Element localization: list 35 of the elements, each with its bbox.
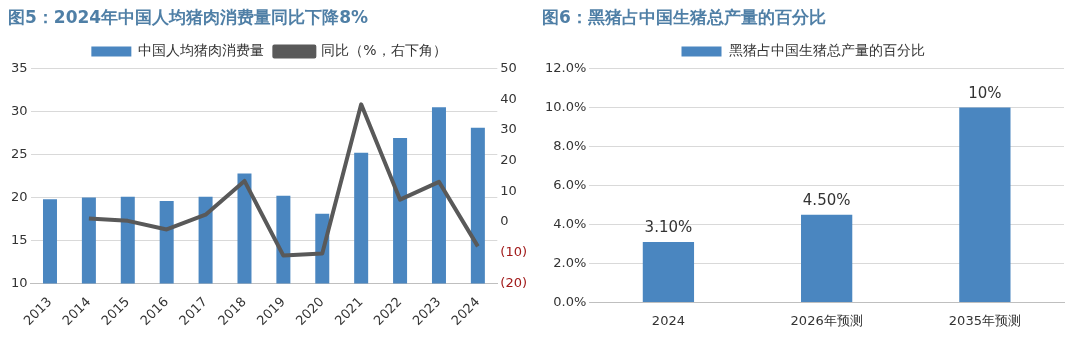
legend-label: 中国人均猪肉消费量	[138, 42, 265, 59]
bar	[801, 214, 853, 302]
y2-tick-label: 30	[500, 121, 517, 137]
y2-tick-label: 50	[500, 59, 517, 75]
y-tick-label: 4.0%	[553, 215, 587, 231]
data-label: 3.10%	[644, 218, 693, 237]
y-tick-label: 8.0%	[553, 137, 587, 153]
y2-tick-label: 20	[500, 151, 517, 167]
x-tick-label: 2035年预测	[948, 312, 1021, 328]
y2-tick-label: (20)	[500, 274, 527, 290]
y-tick-label: 2.0%	[553, 254, 587, 270]
data-label: 4.50%	[802, 191, 851, 210]
y-tick-label: 35	[11, 59, 28, 75]
x-tick-label: 2026年预测	[790, 312, 863, 328]
x-tick-label: 2024	[651, 312, 685, 328]
y2-tick-label: 0	[500, 213, 509, 229]
y-tick-label: 20	[11, 188, 28, 204]
data-label: 10%	[968, 83, 1002, 102]
bar	[959, 107, 1011, 302]
chart-title: 图5：2024年中国人均猪肉消费量同比下降8%	[8, 6, 369, 27]
y2-tick-label: (10)	[500, 244, 527, 260]
y-tick-label: 12.0%	[544, 59, 587, 75]
y-tick-label: 10.0%	[544, 98, 587, 114]
y2-tick-label: 10	[500, 182, 517, 198]
y2-tick-label: 40	[500, 90, 517, 106]
chart-title: 图6：黑猪占中国生猪总产量的百分比	[542, 6, 826, 27]
y-tick-label: 15	[11, 231, 28, 247]
bar	[642, 241, 695, 302]
y-tick-label: 25	[11, 145, 28, 161]
y-tick-label: 10	[11, 274, 28, 290]
legend-label: 黑猪占中国生猪总产量的百分比	[728, 42, 925, 59]
legend-label: 同比（%，右下角）	[321, 42, 447, 59]
y-tick-label: 6.0%	[553, 176, 587, 192]
y-tick-label: 30	[11, 102, 28, 118]
y-tick-label: 0.0%	[553, 293, 587, 309]
